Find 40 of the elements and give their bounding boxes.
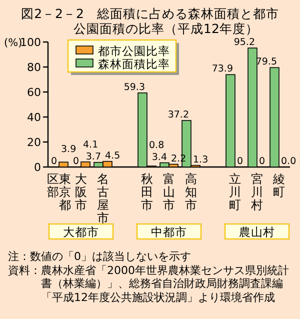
text: 中都市 bbox=[151, 225, 187, 239]
y-tick-label: 40 bbox=[27, 111, 41, 124]
text: 注：数値の「0」は該当しないを示す bbox=[8, 250, 192, 264]
data-label: 37.2 bbox=[168, 110, 189, 120]
x-tick-label: 秋田市 bbox=[141, 172, 153, 212]
y-tick-label: 0 bbox=[34, 161, 41, 174]
data-label: 4.5 bbox=[105, 150, 120, 162]
data-label: 95.2 bbox=[234, 37, 255, 48]
text: 農山村 bbox=[239, 225, 275, 239]
x-tick-label: 大阪市 bbox=[75, 172, 87, 212]
x-tick-label: 立川町 bbox=[229, 172, 241, 212]
x-tick-label: 名古屋市 bbox=[97, 172, 109, 225]
data-label: 1.3 bbox=[193, 154, 208, 166]
data-label: 0.8 bbox=[149, 140, 164, 151]
chart-title: 図2－2－2 総面積に占める森林面積と都市公園面積の比率（平成12年度） bbox=[21, 6, 279, 36]
data-label: 73.9 bbox=[212, 64, 233, 75]
legend-label: 森林面積比率 bbox=[98, 57, 170, 71]
x-tick-label: 綾町 bbox=[272, 172, 285, 199]
x-tick-label: 富山市 bbox=[163, 172, 175, 212]
data-label: 0 bbox=[72, 156, 79, 167]
data-label: 4.1 bbox=[83, 139, 98, 150]
text: 資料：農林水産省「2000年世界農林業センサス県別統計書（林業編）」、総務省自治財政局財務調査課編「平成12年度公共施設状況調」より環境省作成 bbox=[8, 264, 290, 304]
data-label: 3.4 bbox=[152, 152, 167, 163]
data-label: 59.3 bbox=[124, 82, 145, 93]
y-axis-title: (%) bbox=[4, 37, 22, 49]
x-tick-label: 宮川村 bbox=[250, 172, 263, 212]
data-label: 3.7 bbox=[86, 151, 101, 162]
data-label: 3.9 bbox=[61, 144, 76, 155]
y-tick-label: 100 bbox=[20, 36, 41, 49]
x-tick-label: 東京都区部 bbox=[47, 172, 71, 212]
y-tick-label: 80 bbox=[27, 61, 41, 74]
data-label: 0.0 bbox=[281, 156, 296, 167]
data-label: 0 bbox=[237, 156, 244, 167]
y-tick-label: 60 bbox=[27, 86, 41, 99]
data-label: 0 bbox=[50, 156, 57, 167]
text: 大都市 bbox=[63, 225, 99, 239]
x-tick-label: 高知市 bbox=[185, 172, 197, 212]
data-label: 0 bbox=[259, 156, 266, 167]
y-tick-label: 20 bbox=[27, 136, 41, 149]
legend-label: 都市公園比率 bbox=[98, 44, 170, 58]
